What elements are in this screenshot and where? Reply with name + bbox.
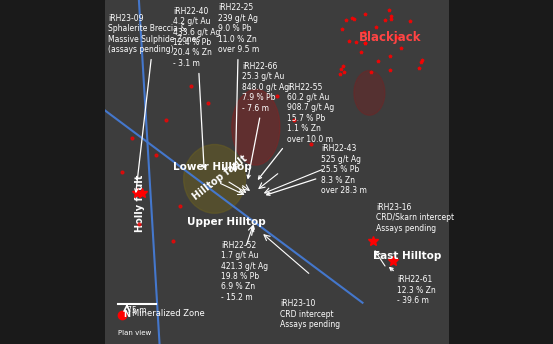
Text: iRH22-52
1.7 g/t Au
421.3 g/t Ag
19.8 % Pb
6.9 % Zn
- 15.2 m: iRH22-52 1.7 g/t Au 421.3 g/t Ag 19.8 % … [221,226,269,302]
Ellipse shape [354,71,385,115]
Text: iRH22-55
60.2 g/t Au
908.7 g/t Ag
15.7 % Pb
1.1 % Zn
over 10.0 m: iRH22-55 60.2 g/t Au 908.7 g/t Ag 15.7 %… [258,83,334,179]
Text: iRH22-40
4.2 g/t Au
433.6 g/t Ag
12.4 % Pb
20.4 % Zn
- 3.1 m: iRH22-40 4.2 g/t Au 433.6 g/t Ag 12.4 % … [173,7,221,168]
Ellipse shape [232,89,280,165]
Text: Mineralized Zone: Mineralized Zone [132,309,205,318]
Text: Plan view: Plan view [118,330,152,336]
Text: iRH22-43
525 g/t Ag
25.5 % Pb
8.3 % Zn
over 28.3 m: iRH22-43 525 g/t Ag 25.5 % Pb 8.3 % Zn o… [267,144,367,195]
Text: Lower Hilltop: Lower Hilltop [173,162,252,172]
Text: N: N [123,310,131,319]
Text: iRH23-09
Sphalerite Breccia &
Massive Sulphide Zones
(assays pending): iRH23-09 Sphalerite Breccia & Massive Su… [108,14,200,192]
Text: Upper Hilltop: Upper Hilltop [187,217,266,227]
Text: East Hilltop: East Hilltop [373,251,441,261]
Text: 75 m: 75 m [127,306,147,315]
Text: Hilltop fault: Hilltop fault [190,153,249,202]
Text: iRH23-10
CRD intercept
Assays pending: iRH23-10 CRD intercept Assays pending [280,299,340,329]
Text: Blackjack: Blackjack [359,31,421,44]
Text: Holly fault: Holly fault [135,175,145,233]
Text: iRH22-61
12.3 % Zn
- 39.6 m: iRH22-61 12.3 % Zn - 39.6 m [390,268,436,305]
Ellipse shape [184,144,246,213]
Text: iRH22-66
25.3 g/t Au
848.0 g/t Ag
7.9 % Pb
- 7.6 m: iRH22-66 25.3 g/t Au 848.0 g/t Ag 7.9 % … [242,62,289,178]
Text: iRH22-25
239 g/t Ag
9.0 % Pb
11.0 % Zn
over 9.5 m: iRH22-25 239 g/t Ag 9.0 % Pb 11.0 % Zn o… [218,3,259,171]
Text: iRH23-16
CRD/Skarn intercept
Assays pending: iRH23-16 CRD/Skarn intercept Assays pend… [376,203,455,233]
